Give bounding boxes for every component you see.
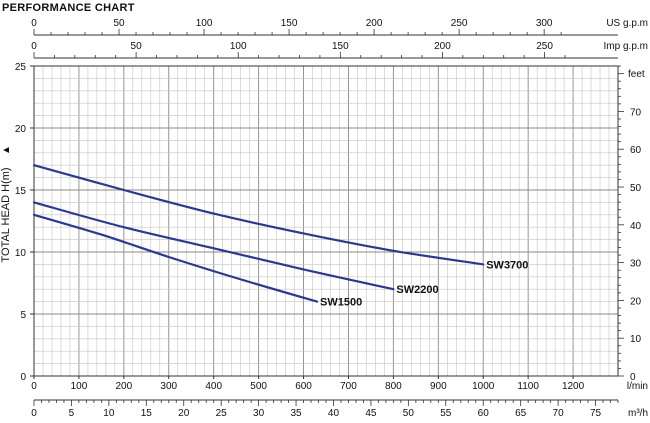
imp-gpm-unit: Imp g.p.m xyxy=(604,41,648,52)
imp-gpm-tick-label: 50 xyxy=(131,41,143,52)
m3h-tick-label: 35 xyxy=(290,408,302,418)
series-label-sw2200: SW2200 xyxy=(396,284,438,296)
m3h-tick-label: 25 xyxy=(216,408,228,418)
us-gpm-tick-label: 250 xyxy=(451,18,468,29)
m3h-tick-label: 5 xyxy=(69,408,75,418)
series-line-sw3700 xyxy=(32,164,485,266)
us-gpm-tick-label: 150 xyxy=(281,18,298,29)
m3h-tick-label: 40 xyxy=(328,408,340,418)
y-tick-label: 15 xyxy=(15,186,27,197)
imp-gpm-tick-label: 150 xyxy=(332,41,349,52)
chart-series: SW3700 SW2200 SW1500 xyxy=(32,164,528,309)
series-line-sw1500 xyxy=(32,213,319,303)
imp-gpm-tick-label: 0 xyxy=(31,41,37,52)
m3h-tick-label: 70 xyxy=(553,408,565,418)
x-tick-label: 1100 xyxy=(517,381,539,392)
y-tick-label: 10 xyxy=(15,248,27,259)
m3h-unit: m³/h xyxy=(628,408,648,418)
m3h-tick-label: 0 xyxy=(31,408,37,418)
x-tick-label: 1200 xyxy=(562,381,585,392)
m3h-tick-label: 10 xyxy=(103,408,115,418)
x-tick-label: 500 xyxy=(250,381,267,392)
us-gpm-tick-label: 0 xyxy=(31,18,37,29)
x-tick-label: 100 xyxy=(71,381,88,392)
m3h-tick-label: 65 xyxy=(515,408,527,418)
y-axis-arrow: ▲ xyxy=(1,145,12,155)
feet-axis-unit: feet xyxy=(628,69,645,80)
us-gpm-tick-label: 200 xyxy=(366,18,383,29)
x-tick-label: 700 xyxy=(340,381,357,392)
imp-gpm-tick-label: 250 xyxy=(536,41,553,52)
feet-tick-label: 10 xyxy=(630,334,642,345)
us-gpm-tick-label: 50 xyxy=(113,18,125,29)
m3h-tick-label: 60 xyxy=(478,408,490,418)
x-tick-label: 600 xyxy=(295,381,312,392)
x-tick-label: 200 xyxy=(116,381,133,392)
m3h-tick-label: 75 xyxy=(590,408,602,418)
us-gpm-tick-label: 100 xyxy=(196,18,213,29)
feet-tick-label: 30 xyxy=(630,259,642,270)
x-tick-label: 400 xyxy=(205,381,222,392)
y-tick-label: 5 xyxy=(20,310,26,321)
m3h-tick-label: 50 xyxy=(403,408,415,418)
series-label-sw3700: SW3700 xyxy=(486,259,528,271)
x-axis-unit: l/min xyxy=(627,381,648,392)
m3h-tick-label: 15 xyxy=(141,408,153,418)
m3h-tick-label: 55 xyxy=(440,408,452,418)
feet-tick-label: 50 xyxy=(630,183,642,194)
x-tick-label: 1000 xyxy=(472,381,495,392)
x-tick-label: 0 xyxy=(31,381,37,392)
imp-gpm-tick-label: 100 xyxy=(230,41,247,52)
x-tick-label: 900 xyxy=(430,381,447,392)
m3h-tick-label: 20 xyxy=(178,408,190,418)
m3h-tick-label: 45 xyxy=(365,408,377,418)
m3h-tick-label: 30 xyxy=(253,408,265,418)
series-label-sw1500: SW1500 xyxy=(320,297,362,309)
feet-tick-label: 20 xyxy=(630,296,642,307)
y-tick-label: 0 xyxy=(20,372,26,383)
plot-frame xyxy=(33,65,619,377)
us-gpm-unit: US g.p.m xyxy=(606,18,648,29)
y-tick-label: 25 xyxy=(15,62,27,73)
feet-tick-label: 70 xyxy=(630,107,642,118)
imp-gpm-tick-label: 200 xyxy=(434,41,451,52)
x-tick-label: 800 xyxy=(385,381,402,392)
y-axis-label: TOTAL HEAD H(m) xyxy=(0,167,12,262)
chart-title: PERFORMANCE CHART xyxy=(2,2,135,14)
chart-grid xyxy=(33,65,619,377)
feet-tick-label: 60 xyxy=(630,145,642,156)
feet-tick-label: 40 xyxy=(630,221,642,232)
y-tick-label: 20 xyxy=(15,124,27,135)
series-line-sw2200 xyxy=(32,201,395,291)
feet-tick-label: 0 xyxy=(630,372,636,383)
us-gpm-tick-label: 300 xyxy=(536,18,553,29)
x-tick-label: 300 xyxy=(160,381,177,392)
